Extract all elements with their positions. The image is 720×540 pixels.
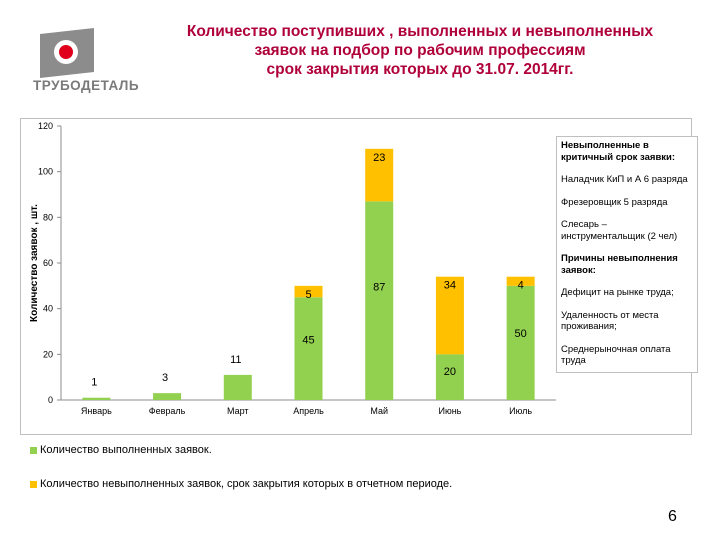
legend-item-completed: Количество выполненных заявок. — [30, 444, 212, 456]
title-line-1: Количество поступивших , выполненных и н… — [186, 23, 654, 40]
side-legend: Невыполненные в критичный срок заявки: На… — [556, 136, 698, 373]
data-label-completed: 45 — [302, 334, 314, 346]
y-tick-label: 40 — [43, 304, 53, 314]
y-tick-label: 80 — [43, 212, 53, 222]
page-number: 6 — [668, 508, 677, 525]
x-tick-label: Май — [370, 406, 388, 416]
y-tick-label: 0 — [48, 395, 53, 405]
data-label-completed: 3 — [162, 372, 168, 384]
data-label-completed: 1 — [91, 377, 97, 389]
y-tick-label: 60 — [43, 258, 53, 268]
side-legend-item: Невыполненные в критичный срок заявки: — [561, 140, 676, 163]
logo-dot-icon — [59, 45, 73, 59]
data-label-completed: 87 — [373, 282, 385, 294]
chart-plot: 0 20 40 60 80 100 120 Количество заявок , шт. 1 Я… — [29, 121, 556, 416]
legend-item-uncompleted: Количество невыполненных заявок, срок за… — [30, 478, 452, 490]
x-tick-label: Апрель — [293, 406, 324, 416]
y-tick-label: 100 — [38, 167, 53, 177]
page-title: Количество поступивших , выполненных и н… — [140, 22, 700, 79]
bar-uncompleted — [294, 285, 323, 298]
side-legend-item: Наладчик КиП и А 6 разряда — [561, 174, 688, 185]
title-line-3: срок закрытия которых до 31.07. 2014гг. — [266, 61, 574, 78]
y-axis-label: Количество заявок , шт. — [29, 204, 40, 322]
x-tick-label: Июнь — [438, 406, 461, 416]
data-label-completed: 50 — [515, 328, 527, 340]
data-label-uncompleted: 23 — [373, 152, 385, 164]
bar-completed — [435, 354, 464, 400]
legend-swatch-uncompleted — [30, 480, 37, 488]
side-legend-item: Фрезеровщик 5 разряда — [561, 196, 668, 208]
legend-label-uncompleted: Количество невыполненных заявок, срок за… — [40, 478, 453, 490]
bar-completed — [294, 297, 323, 400]
data-label-completed: 20 — [444, 366, 456, 378]
side-legend-item: Дефицит на рынке труда; — [561, 287, 674, 298]
y-tick-label: 20 — [43, 349, 53, 359]
data-label-uncompleted: 5 — [305, 289, 311, 301]
x-tick-label: Февраль — [149, 406, 186, 416]
y-tick-label: 120 — [38, 121, 53, 131]
bar-uncompleted — [506, 276, 535, 286]
bar-completed — [82, 397, 111, 400]
x-tick-label: Март — [227, 406, 249, 416]
data-label-uncompleted: 34 — [444, 280, 456, 292]
legend-label-completed: Количество выполненных заявок. — [40, 444, 212, 456]
x-tick-label: Июль — [509, 406, 532, 416]
title-line-2: заявок на подбор по рабочим профессиям — [254, 42, 586, 59]
data-label-completed: 11 — [230, 354, 241, 366]
x-tick-label: Январь — [81, 406, 112, 416]
data-label-uncompleted: 4 — [518, 280, 524, 292]
bar-completed — [153, 393, 182, 400]
bar-completed — [365, 201, 394, 400]
side-legend-item: Слесарь – инструментальщик (2 чел) — [561, 219, 678, 242]
side-legend-item: Удаленность от места проживания; — [561, 309, 659, 333]
side-legend-item: Причины невыполнения заявок: — [561, 253, 678, 276]
legend-swatch-completed — [30, 446, 37, 454]
bar-completed — [223, 374, 252, 400]
bar-uncompleted — [365, 148, 394, 202]
bar-uncompleted — [435, 276, 464, 355]
chart-area: 0 20 40 60 80 100 120 Количество заявок , шт. 1 Я… — [20, 118, 692, 435]
bar-completed — [506, 285, 535, 400]
brand-name: ТРУБОДЕТАЛЬ — [33, 78, 140, 93]
side-legend-item: Среднерыночная оплата труда — [561, 343, 671, 367]
company-logo — [40, 28, 94, 78]
